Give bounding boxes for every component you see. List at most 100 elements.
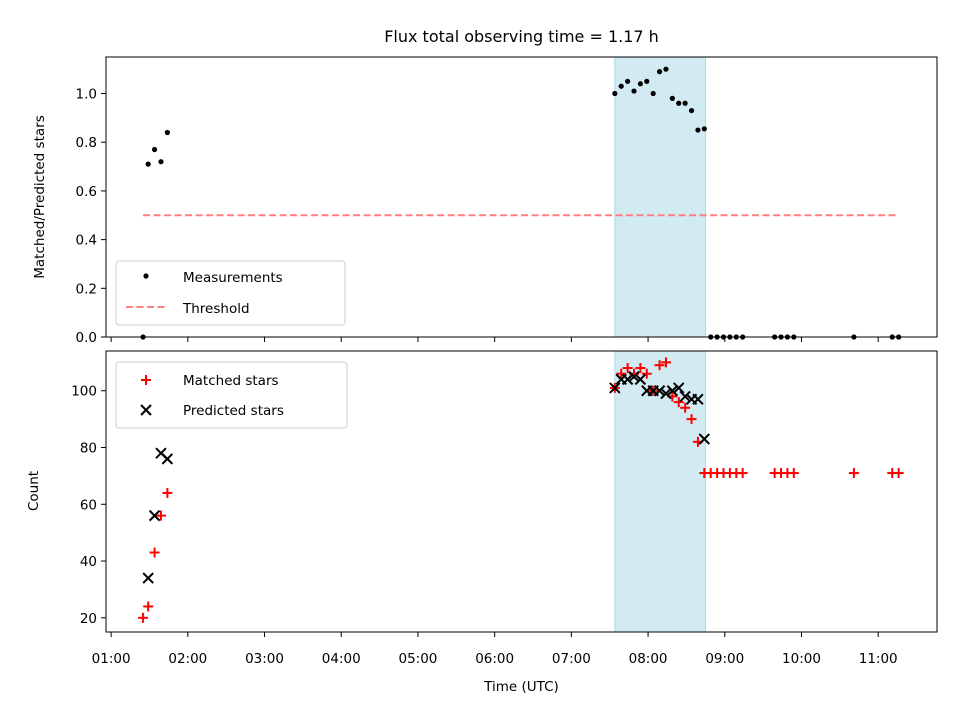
measurement-point: [631, 88, 637, 94]
matched-star-point: [162, 487, 173, 498]
matched-star-point: [143, 601, 154, 612]
measurement-point: [644, 78, 650, 84]
top-y-tick-label: 0.4: [76, 233, 97, 249]
bottom-y-tick-label: 40: [80, 554, 97, 570]
matched-star-point: [622, 363, 633, 374]
matched-star-point: [893, 468, 904, 479]
bottom-legend-box: [115, 361, 348, 429]
matched-star-point: [616, 368, 627, 379]
matched-star-point: [641, 368, 652, 379]
measurement-point: [637, 81, 643, 87]
bottom-predicted-layer: [142, 370, 711, 584]
measurement-point: [145, 161, 151, 167]
matched-star-point: [686, 414, 697, 425]
matched-star-point: [673, 397, 684, 408]
legend-predicted-marker: [140, 404, 152, 416]
measurement-point: [682, 100, 688, 106]
measurement-point: [695, 127, 701, 133]
bottom-matched-layer: [138, 357, 904, 623]
bottom-x-tick-label: 02:00: [168, 651, 207, 667]
bottom-x-tick-label: 09:00: [705, 651, 744, 667]
top-y-tick-label: 0.2: [76, 281, 97, 297]
top-highlight-layer: [614, 56, 707, 338]
predicted-star-point: [161, 453, 174, 465]
bottom-x-tick-label: 04:00: [322, 651, 361, 667]
matched-star-point: [680, 402, 691, 413]
matched-star-point: [138, 612, 149, 623]
predicted-star-point: [621, 373, 634, 386]
top-highlight-span: [614, 56, 707, 338]
bottom-x-tick-label: 10:00: [782, 651, 821, 667]
bottom-x-tick-label: 07:00: [552, 651, 591, 667]
legend-matched-label: Matched stars: [183, 373, 279, 389]
bottom-y-tick-label: 100: [71, 384, 97, 400]
measurement-point: [663, 66, 669, 72]
legend-matched-marker: [141, 375, 151, 385]
bottom-x-axis-label: Time (UTC): [483, 679, 559, 695]
predicted-star-point: [692, 393, 704, 405]
matched-star-point: [788, 468, 799, 479]
top-y-tick-label: 0.8: [76, 135, 97, 151]
top-y-tick-label: 0.0: [76, 330, 97, 346]
measurement-point: [158, 159, 164, 165]
bottom-x-tick-label: 11:00: [859, 651, 898, 667]
predicted-star-point: [666, 385, 679, 397]
measurement-point: [618, 83, 624, 89]
top-legend: Measurements Threshold: [115, 260, 346, 326]
top-x-ticks: [110, 337, 879, 342]
top-y-axis-label: Matched/Predicted stars: [32, 115, 48, 278]
predicted-star-point: [698, 433, 711, 445]
bottom-x-tick-label: 08:00: [629, 651, 668, 667]
matched-star-point: [848, 468, 859, 479]
predicted-star-point: [628, 370, 640, 383]
measurement-point: [650, 90, 656, 97]
bottom-x-tick-label: 03:00: [245, 651, 284, 667]
legend-threshold-label: Threshold: [182, 301, 250, 317]
measurement-point: [701, 126, 707, 132]
bottom-y-tick-label: 20: [80, 611, 97, 627]
top-chart: 0.0 0.2 0.4 0.6 0.8 1.0 Matched/Predicted sta…: [32, 56, 938, 346]
bottom-y-tick-label: 60: [80, 497, 97, 513]
bottom-y-tick-label: 80: [80, 441, 97, 457]
predicted-star-point: [673, 382, 685, 394]
measurement-point: [625, 78, 631, 84]
bottom-y-axis: 20 40 60 80 100: [71, 384, 106, 627]
bottom-x-tick-label: 05:00: [398, 651, 437, 667]
legend-measurements-label: Measurements: [183, 270, 283, 286]
matched-star-point: [155, 510, 166, 521]
top-y-tick-label: 1.0: [76, 87, 97, 103]
predicted-star-point: [142, 572, 154, 584]
bottom-plot-frame: [105, 350, 938, 633]
legend-predicted-label: Predicted stars: [183, 403, 284, 419]
matched-star-point: [149, 547, 160, 558]
bottom-legend: Matched stars Predicted stars: [115, 361, 348, 429]
measurement-point: [151, 146, 158, 153]
measurement-point: [656, 69, 663, 75]
bottom-highlight-span: [614, 350, 707, 633]
measurement-point: [676, 100, 682, 106]
predicted-star-point: [609, 382, 621, 394]
bottom-y-axis-label: Count: [26, 471, 42, 511]
top-legend-box: [115, 260, 346, 326]
predicted-star-point: [634, 373, 647, 386]
matched-star-point: [635, 363, 646, 374]
predicted-star-point: [679, 390, 691, 403]
predicted-star-point: [653, 385, 666, 397]
bottom-x-tick-label: 06:00: [475, 651, 514, 667]
measurement-point: [669, 95, 675, 101]
matched-star-point: [660, 357, 671, 368]
top-y-tick-label: 0.6: [76, 184, 97, 200]
measurement-point: [164, 129, 170, 136]
bottom-highlight-layer: [614, 350, 707, 633]
predicted-star-point: [148, 509, 161, 522]
bottom-x-axis: 01:00 02:00 03:00 04:00 05:00 06:00 07:00 08:00…: [92, 632, 898, 667]
matched-star-point: [654, 360, 665, 371]
top-plot-frame: [105, 56, 938, 338]
bottom-chart: 20 40 60 80 100 01:00 02:00 03:00 04:00 05:00 06:…: [26, 350, 938, 695]
bottom-x-tick-label: 01:00: [92, 651, 131, 667]
measurement-point: [612, 90, 618, 97]
top-y-axis: 0.0 0.2 0.4 0.6 0.8 1.0: [76, 87, 106, 346]
legend-measurements-marker: [143, 273, 149, 279]
measurement-point: [688, 107, 695, 114]
